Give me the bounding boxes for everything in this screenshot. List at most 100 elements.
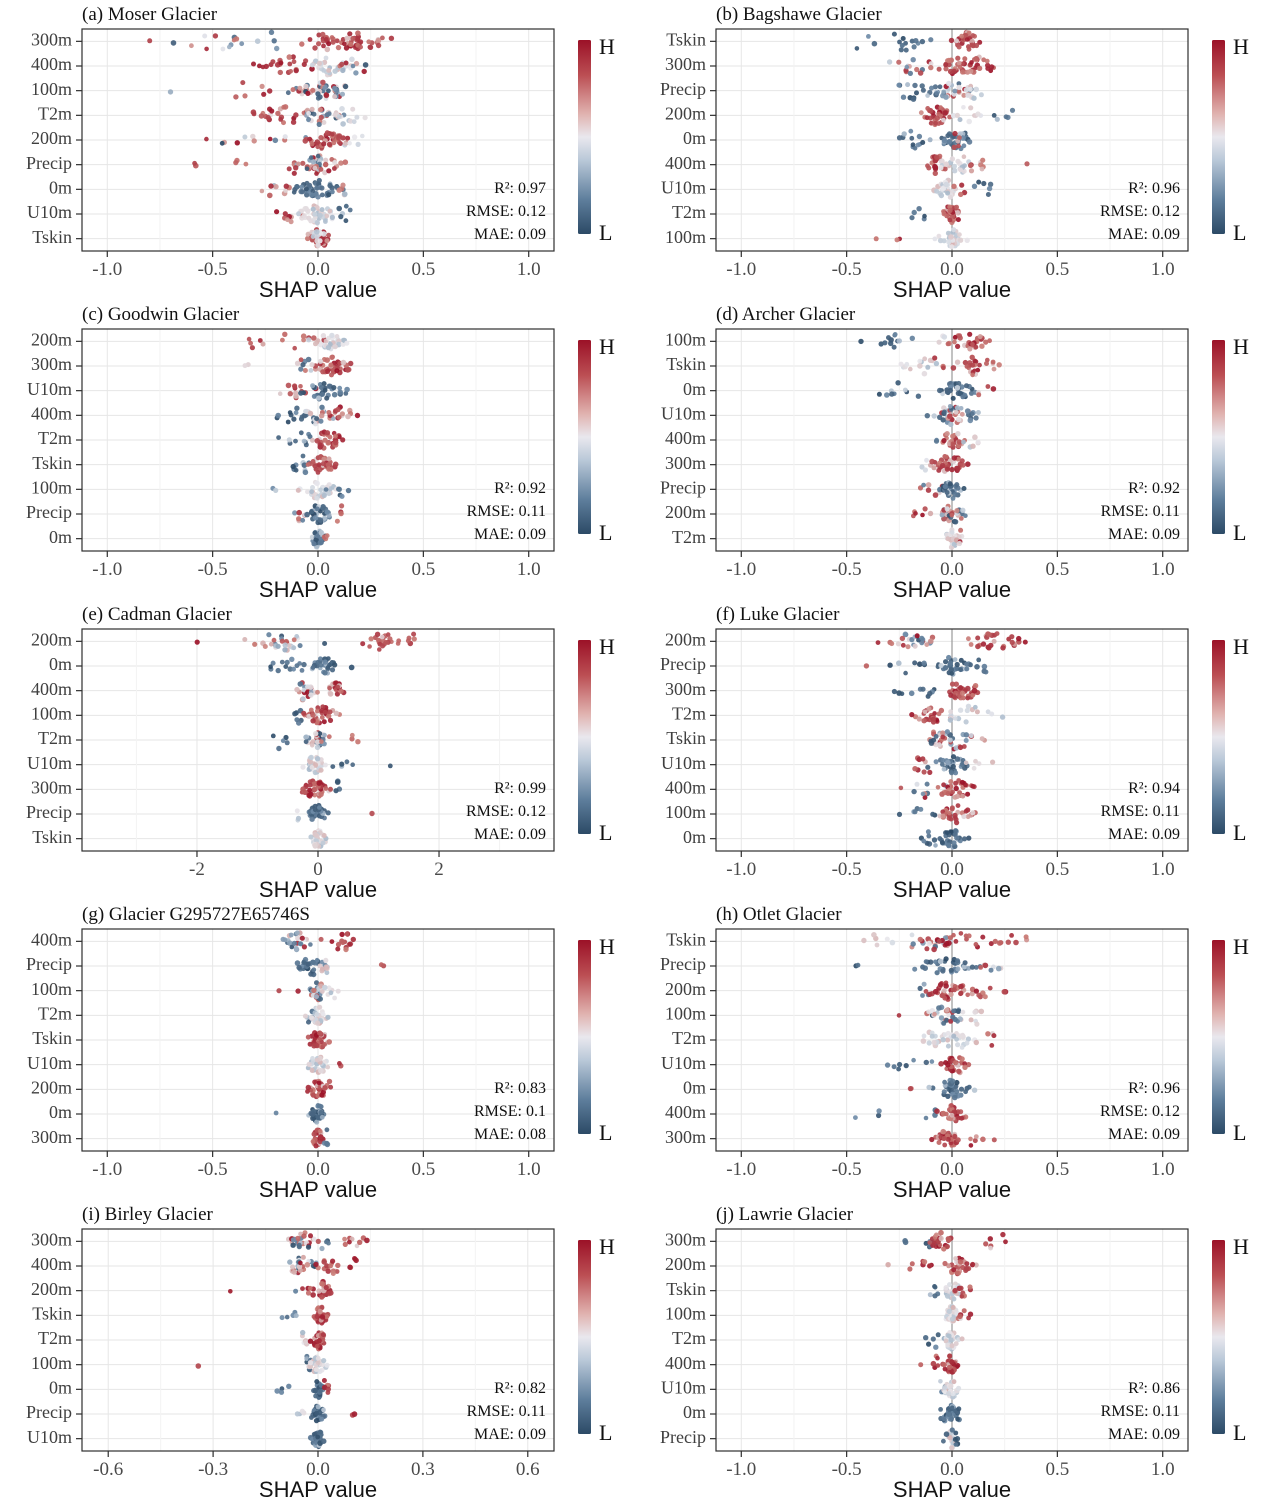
shap-point: [337, 114, 342, 119]
shap-point: [310, 159, 316, 165]
shap-point: [987, 181, 994, 187]
colorbar-label-high: H: [599, 34, 615, 59]
shap-point: [326, 410, 332, 415]
shap-point: [322, 85, 327, 91]
shap-point: [368, 636, 374, 642]
shap-point: [380, 643, 386, 649]
shap-point: [866, 34, 871, 39]
shap-point: [320, 369, 326, 375]
shap-point: [959, 1115, 965, 1121]
shap-point: [322, 709, 328, 715]
shap-point: [310, 1056, 315, 1061]
shap-point: [315, 1434, 321, 1440]
shap-point: [1000, 1231, 1006, 1238]
shap-point: [248, 340, 254, 346]
shap-point: [986, 631, 992, 637]
shap-point: [970, 372, 975, 378]
shap-point: [290, 119, 297, 125]
shap-point: [355, 141, 361, 147]
shap-point: [315, 1360, 321, 1366]
colorbar: [578, 1240, 591, 1434]
shap-point: [340, 437, 346, 443]
shap-point: [977, 39, 983, 45]
shap-point: [958, 1086, 965, 1092]
shap-point: [294, 663, 300, 669]
shap-point: [328, 990, 334, 996]
shap-point: [332, 160, 338, 165]
shap-point: [889, 391, 895, 397]
shap-point: [315, 1355, 321, 1361]
shap-point: [279, 638, 285, 644]
shap-point: [961, 154, 967, 159]
shap-point: [362, 62, 369, 68]
shap-point: [955, 803, 961, 808]
shap-point: [338, 688, 344, 694]
shap-point: [908, 690, 915, 697]
shap-point: [911, 44, 917, 50]
shap-point: [923, 959, 929, 964]
shap-point: [914, 633, 920, 639]
shap-point: [963, 738, 969, 743]
shap-point: [925, 487, 932, 493]
shap-point: [354, 412, 361, 419]
shap-point: [953, 409, 959, 415]
shap-point: [1005, 939, 1011, 945]
shap-point: [978, 92, 984, 98]
shap-point: [310, 62, 315, 68]
y-axis-label: 400m: [665, 777, 706, 797]
shap-point: [957, 237, 964, 243]
shap-point: [351, 119, 357, 125]
shap-point: [282, 134, 288, 140]
shap-point: [323, 157, 329, 163]
shap-point: [300, 160, 306, 166]
shap-point: [301, 687, 307, 693]
colorbar: [578, 940, 591, 1134]
shap-point: [950, 365, 957, 371]
shap-point: [387, 763, 393, 769]
shap-point: [299, 184, 305, 190]
shap-point: [940, 734, 946, 740]
shap-point: [930, 1360, 937, 1367]
colorbar-label-high: H: [1233, 34, 1249, 59]
shap-point: [324, 368, 331, 374]
shap-point: [317, 442, 323, 447]
shap-point: [1016, 635, 1022, 642]
shap-point: [250, 133, 256, 140]
shap-point: [975, 643, 981, 650]
shap-point: [921, 370, 928, 377]
shap-point: [335, 406, 341, 413]
shap-point: [934, 91, 940, 96]
shap-point: [204, 46, 209, 52]
shap-point: [924, 115, 930, 121]
shap-point: [288, 219, 294, 225]
shap-point: [291, 666, 296, 672]
shap-point: [1003, 114, 1009, 120]
shap-point: [314, 1379, 320, 1385]
shap-point: [912, 766, 918, 772]
stat-mae: MAE: 0.09: [1108, 226, 1180, 243]
shap-point: [285, 217, 290, 223]
y-axis-label: 300m: [665, 54, 706, 74]
panel-c-chart: (c) Goodwin Glacier200m300mU10m400mT2mTs…: [26, 304, 615, 600]
shap-point: [990, 386, 997, 392]
shap-point: [345, 413, 351, 420]
shap-point: [949, 1445, 955, 1451]
shap-point: [968, 733, 974, 739]
shap-point: [357, 1239, 363, 1245]
shap-point: [273, 184, 279, 190]
panel-j: (j) Lawrie Glacier 300m 200m Tskin 100m T2m 40…: [634, 1200, 1269, 1507]
shap-point: [307, 434, 313, 440]
shap-point: [170, 40, 177, 46]
x-tick-label: -0.5: [832, 259, 862, 280]
shap-point: [951, 932, 956, 938]
y-axis-label: U10m: [27, 379, 72, 399]
shap-point: [314, 744, 321, 751]
shap-point: [876, 391, 882, 397]
shap-point: [950, 763, 956, 770]
shap-point: [312, 515, 318, 521]
shap-point: [959, 1056, 965, 1062]
shap-point: [896, 811, 903, 817]
shap-point: [318, 487, 323, 493]
shap-point: [954, 835, 960, 841]
shap-point: [294, 808, 300, 814]
